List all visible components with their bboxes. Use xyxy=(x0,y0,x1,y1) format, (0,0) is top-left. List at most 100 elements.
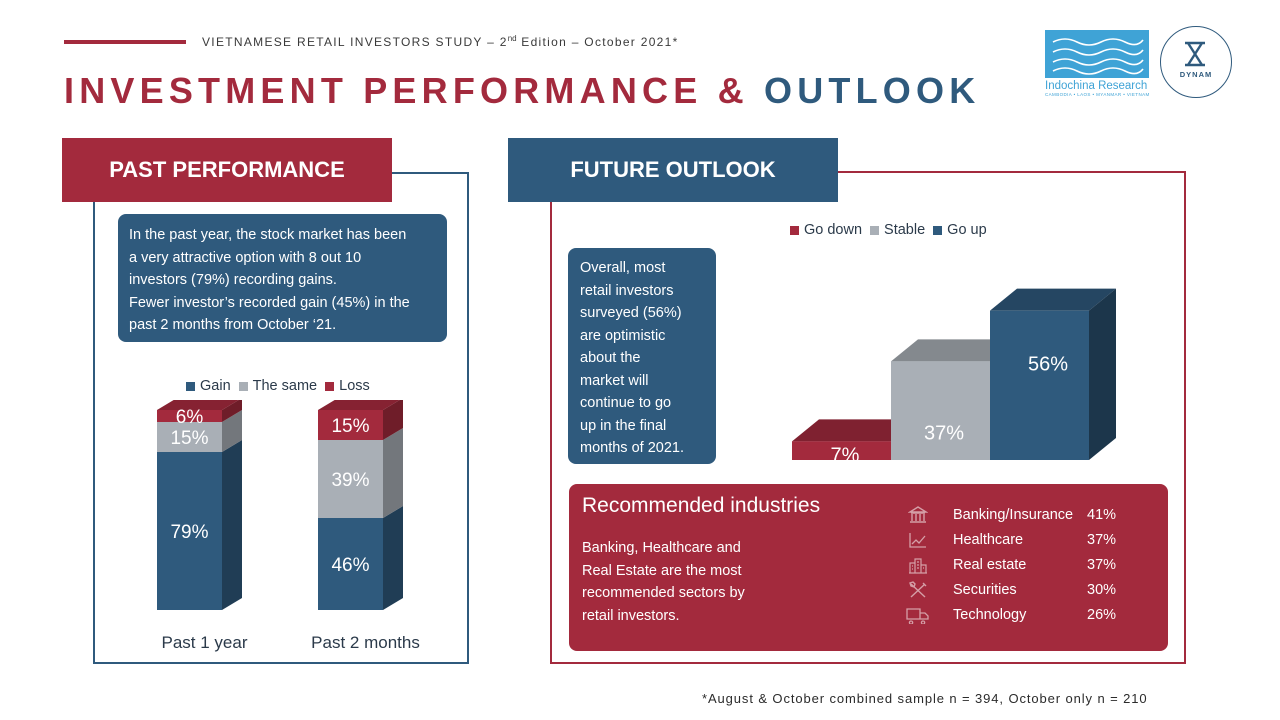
page-subtitle: VIETNAMESE RETAIL INVESTORS STUDY – 2nd … xyxy=(202,34,679,49)
future-chart-legend: Go down Stable Go up xyxy=(790,222,995,238)
dynam-logo-text: DYNAM xyxy=(1179,70,1213,79)
data-label: 79% xyxy=(170,522,208,543)
callout-line: are optimistic xyxy=(580,327,666,344)
buildings-icon xyxy=(905,555,931,575)
data-label: 15% xyxy=(170,428,208,449)
data-label: 39% xyxy=(331,470,369,491)
legend-label: Go down xyxy=(804,222,863,238)
bar-past-1-year-gain xyxy=(157,452,222,610)
bar-stable-top xyxy=(891,339,1017,362)
legend-swatch xyxy=(325,381,335,391)
bar-go-down xyxy=(792,441,891,460)
callout-line: past 2 months from October ‘21. xyxy=(129,317,337,333)
future-outlook-chart: 7% 37% 56% xyxy=(792,288,1116,466)
bar-past-1-year-gain-side xyxy=(222,440,242,610)
wave-icon xyxy=(1045,30,1149,78)
bar-go-up-top xyxy=(990,288,1116,311)
dynam-logo: DYNAM xyxy=(1160,26,1232,98)
data-label: 46% xyxy=(331,555,369,576)
legend-item-gain: Gain xyxy=(186,378,231,394)
category-label: Past 1 year xyxy=(162,633,248,652)
data-label: 7% xyxy=(831,444,860,466)
recommended-industries-box: Recommended industries Banking, Healthca… xyxy=(569,484,1168,651)
bank-icon xyxy=(905,505,931,525)
legend-swatch xyxy=(790,225,799,235)
legend-label: Gain xyxy=(200,378,231,394)
bar-go-down-top xyxy=(792,419,918,442)
industry-row: Technology 26% xyxy=(905,602,1125,627)
indochina-logo-tagline: CAMBODIA • LAOS • MYANMAR • VIETNAM xyxy=(1045,92,1150,97)
industry-name: Healthcare xyxy=(953,531,1024,548)
bar-past-2-months-gain-side xyxy=(383,506,403,610)
future-outlook-callout: Overall, most retail investors surveyed … xyxy=(568,248,716,464)
callout-line: months of 2021. xyxy=(580,440,684,456)
industry-percent: 37% xyxy=(1087,531,1117,548)
description-line: Banking, Healthcare and xyxy=(582,540,741,556)
callout-line: In the past year, the stock market has b… xyxy=(129,227,407,243)
past-performance-callout: In the past year, the stock market has b… xyxy=(118,214,447,342)
legend-swatch xyxy=(870,225,880,235)
data-label: 37% xyxy=(924,422,964,444)
chart-line-icon xyxy=(905,530,931,550)
bar-past-1-year-loss-top xyxy=(157,400,239,410)
bar-past-2-months-loss-top xyxy=(318,400,400,410)
data-label: 56% xyxy=(1028,354,1068,376)
callout-line: surveyed (56%) xyxy=(580,305,682,321)
callout-line: about the xyxy=(580,350,641,366)
industry-percent: 37% xyxy=(1087,556,1117,573)
bar-past-2-months-the-same-side xyxy=(383,428,403,518)
description-line: retail investors. xyxy=(582,607,680,624)
future-outlook-heading: FUTURE OUTLOOK xyxy=(508,138,838,202)
bar-past-1-year-the-same xyxy=(157,422,222,452)
bar-past-2-months-the-same xyxy=(318,440,383,518)
callout-line: investors (79%) recording gains. xyxy=(129,272,337,288)
bar-past-1-year-loss xyxy=(157,410,222,422)
bar-past-1-year-the-same-side xyxy=(222,410,242,452)
industry-row: Healthcare 37% xyxy=(905,527,1125,552)
legend-swatch xyxy=(186,381,195,391)
bar-go-up xyxy=(990,310,1089,460)
legend-label: Go up xyxy=(947,222,987,238)
page-title: INVESTMENT PERFORMANCE & OUTLOOK xyxy=(64,70,981,111)
callout-line: retail investors xyxy=(580,282,674,299)
legend-item-go-down: Go down xyxy=(790,222,862,238)
bar-past-1-year-loss-side xyxy=(222,400,242,422)
data-label: 15% xyxy=(331,416,369,437)
bar-stable xyxy=(891,361,990,460)
header-rule xyxy=(64,40,186,44)
callout-line: continue to go xyxy=(580,395,672,411)
industry-name: Real estate xyxy=(953,556,1027,573)
footnote: *August & October combined sample n = 39… xyxy=(702,691,1148,706)
industries-description: Banking, Healthcare and Real Estate are … xyxy=(582,537,745,627)
category-label: Past 2 months xyxy=(311,633,420,652)
legend-swatch xyxy=(933,225,943,235)
callout-line: up in the final xyxy=(580,417,667,434)
callout-line: Fewer investor’s recorded gain (45%) in … xyxy=(129,294,410,311)
truck-icon xyxy=(905,605,931,625)
indochina-research-logo: Indochina Research CAMBODIA • LAOS • MYA… xyxy=(1045,30,1149,126)
tools-icon xyxy=(905,580,931,600)
industry-name: Technology xyxy=(953,606,1027,623)
data-label: 6% xyxy=(176,407,204,428)
bar-past-2-months-loss xyxy=(318,410,383,440)
callout-line: market will xyxy=(580,372,649,389)
past-performance-heading: PAST PERFORMANCE xyxy=(62,138,392,202)
industry-row: Banking/Insurance 41% xyxy=(905,502,1125,527)
industry-name: Securities xyxy=(953,581,1017,598)
industries-title: Recommended industries xyxy=(582,494,821,517)
legend-item-the-same: The same xyxy=(238,378,318,394)
legend-label: The same xyxy=(252,378,318,394)
industry-row: Securities 30% xyxy=(905,577,1125,602)
bar-past-2-months-loss-side xyxy=(383,400,403,440)
industry-percent: 26% xyxy=(1087,606,1117,623)
description-line: recommended sectors by xyxy=(582,585,745,601)
industry-name: Banking/Insurance xyxy=(953,506,1074,523)
description-line: Real Estate are the most xyxy=(582,562,742,579)
industry-row: Real estate 37% xyxy=(905,552,1125,577)
industry-percent: 30% xyxy=(1087,581,1117,598)
legend-swatch xyxy=(238,381,248,391)
future-outlook-panel xyxy=(550,171,1186,664)
callout-line: a very attractive option with 8 out 10 xyxy=(129,249,362,266)
legend-label: Stable xyxy=(884,222,926,238)
dynam-mark-icon xyxy=(1185,41,1205,67)
